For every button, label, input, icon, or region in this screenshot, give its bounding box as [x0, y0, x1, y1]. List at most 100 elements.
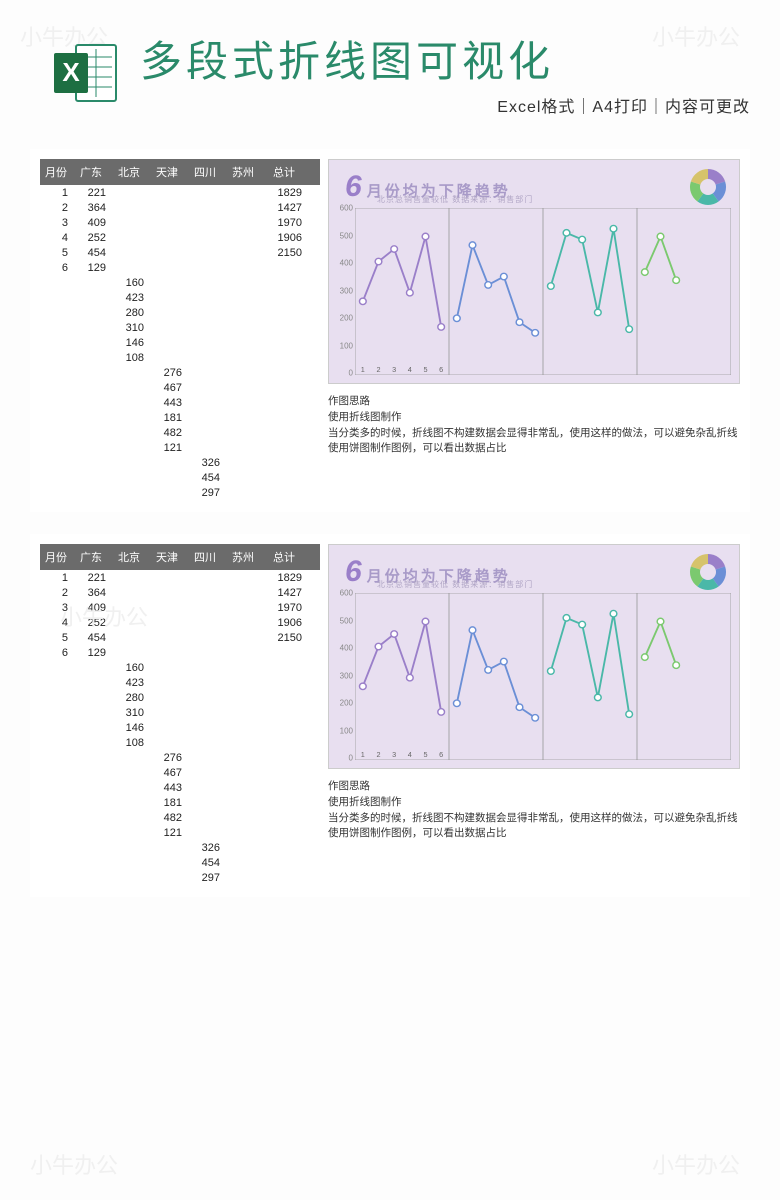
svg-text:6: 6	[439, 365, 443, 374]
chart-title-number: 6	[345, 555, 365, 589]
ytick-label: 400	[333, 644, 353, 653]
table-body: 1221182923641427340919704252190654542150…	[40, 185, 320, 500]
table-row: 181	[40, 410, 320, 425]
table-row: 6129	[40, 260, 320, 275]
page-subtitle: Excel格式｜A4打印｜内容可更改	[140, 93, 750, 117]
table-row: 12211829	[40, 185, 320, 200]
watermark: 小牛办公	[30, 1148, 118, 1180]
table-row: 42521906	[40, 230, 320, 245]
svg-text:1: 1	[361, 750, 365, 759]
page-title: 多段式折线图可视化	[140, 28, 750, 89]
chart-block: 6 月份均为下降趋势 北京总销售量较低 数据来源：销售部门01002003004…	[328, 159, 740, 500]
col-beijing: 北京	[110, 549, 148, 565]
table-row: 482	[40, 425, 320, 440]
svg-text:X: X	[62, 57, 80, 87]
svg-text:3: 3	[392, 750, 396, 759]
col-beijing: 北京	[110, 164, 148, 180]
svg-text:1: 1	[361, 365, 365, 374]
col-total: 总计	[262, 164, 306, 180]
table-row: 42521906	[40, 615, 320, 630]
table-row: 146	[40, 720, 320, 735]
col-guangdong: 广东	[72, 164, 110, 180]
ytick-label: 500	[333, 231, 353, 240]
ytick-label: 600	[333, 589, 353, 598]
table-row: 160	[40, 660, 320, 675]
table-row: 423	[40, 675, 320, 690]
notes-line: 当分类多的时候，折线图不构建数据会显得非常乱，使用这样的做法，可以避免杂乱折线	[328, 811, 740, 827]
svg-text:6: 6	[439, 750, 443, 759]
table-row: 12211829	[40, 570, 320, 585]
preview-panel-2: 月份 广东 北京 天津 四川 苏州 总计 1221182923641427340…	[30, 534, 750, 897]
table-row: 121	[40, 825, 320, 840]
col-tianjin: 天津	[148, 164, 186, 180]
ytick-label: 500	[333, 616, 353, 625]
ytick-label: 200	[333, 699, 353, 708]
table-header-row: 月份 广东 北京 天津 四川 苏州 总计	[40, 159, 320, 185]
svg-text:4: 4	[408, 750, 412, 759]
col-month: 月份	[40, 549, 72, 565]
table-row: 297	[40, 485, 320, 500]
ytick-label: 100	[333, 341, 353, 350]
table-row: 54542150	[40, 245, 320, 260]
table-row: 108	[40, 350, 320, 365]
ytick-label: 100	[333, 726, 353, 735]
table-row: 276	[40, 365, 320, 380]
table-row: 310	[40, 320, 320, 335]
data-table: 月份 广东 北京 天津 四川 苏州 总计 1221182923641427340…	[40, 544, 320, 885]
table-row: 280	[40, 305, 320, 320]
watermark: 小牛办公	[652, 1148, 740, 1180]
data-table: 月份 广东 北京 天津 四川 苏州 总计 1221182923641427340…	[40, 159, 320, 500]
table-row: 297	[40, 870, 320, 885]
chart-area: 6 月份均为下降趋势 北京总销售量较低 数据来源：销售部门01002003004…	[328, 544, 740, 769]
table-row: 310	[40, 705, 320, 720]
svg-text:3: 3	[392, 365, 396, 374]
table-row: 34091970	[40, 215, 320, 230]
table-row: 181	[40, 795, 320, 810]
preview-panel-1: 月份 广东 北京 天津 四川 苏州 总计 1221182923641427340…	[30, 149, 750, 512]
svg-text:4: 4	[408, 365, 412, 374]
svg-text:2: 2	[376, 750, 380, 759]
chart-area: 6 月份均为下降趋势 北京总销售量较低 数据来源：销售部门01002003004…	[328, 159, 740, 384]
table-row: 454	[40, 470, 320, 485]
table-row: 6129	[40, 645, 320, 660]
ytick-label: 300	[333, 286, 353, 295]
table-row: 482	[40, 810, 320, 825]
col-guangdong: 广东	[72, 549, 110, 565]
donut-legend-icon	[687, 551, 729, 593]
chart-block: 6 月份均为下降趋势 北京总销售量较低 数据来源：销售部门01002003004…	[328, 544, 740, 885]
table-row: 54542150	[40, 630, 320, 645]
notes-line: 当分类多的时候，折线图不构建数据会显得非常乱，使用这样的做法，可以避免杂乱折线	[328, 426, 740, 442]
chart-notes: 作图思路使用折线图制作当分类多的时候，折线图不构建数据会显得非常乱，使用这样的做…	[328, 394, 740, 457]
notes-line: 使用饼图制作图例，可以看出数据占比	[328, 826, 740, 842]
chart-title-number: 6	[345, 170, 365, 204]
table-row: 146	[40, 335, 320, 350]
notes-heading: 作图思路	[328, 394, 740, 410]
table-row: 280	[40, 690, 320, 705]
ytick-label: 0	[333, 369, 353, 378]
table-row: 443	[40, 395, 320, 410]
table-body: 1221182923641427340919704252190654542150…	[40, 570, 320, 885]
table-row: 326	[40, 455, 320, 470]
chart-plot: 0100200300400500600123456	[355, 593, 731, 760]
svg-text:2: 2	[376, 365, 380, 374]
col-total: 总计	[262, 549, 306, 565]
svg-text:5: 5	[423, 365, 427, 374]
col-tianjin: 天津	[148, 549, 186, 565]
col-suzhou: 苏州	[224, 164, 262, 180]
col-suzhou: 苏州	[224, 549, 262, 565]
notes-heading: 作图思路	[328, 779, 740, 795]
table-header-row: 月份 广东 北京 天津 四川 苏州 总计	[40, 544, 320, 570]
table-row: 423	[40, 290, 320, 305]
col-sichuan: 四川	[186, 164, 224, 180]
table-row: 326	[40, 840, 320, 855]
chart-subtitle: 北京总销售量较低 数据来源：销售部门	[377, 194, 533, 205]
table-row: 160	[40, 275, 320, 290]
table-row: 23641427	[40, 585, 320, 600]
ytick-label: 600	[333, 204, 353, 213]
chart-notes: 作图思路使用折线图制作当分类多的时候，折线图不构建数据会显得非常乱，使用这样的做…	[328, 779, 740, 842]
page-header: X 多段式折线图可视化 Excel格式｜A4打印｜内容可更改	[0, 0, 780, 127]
col-month: 月份	[40, 164, 72, 180]
table-row: 467	[40, 380, 320, 395]
notes-line: 使用折线图制作	[328, 795, 740, 811]
ytick-label: 0	[333, 754, 353, 763]
